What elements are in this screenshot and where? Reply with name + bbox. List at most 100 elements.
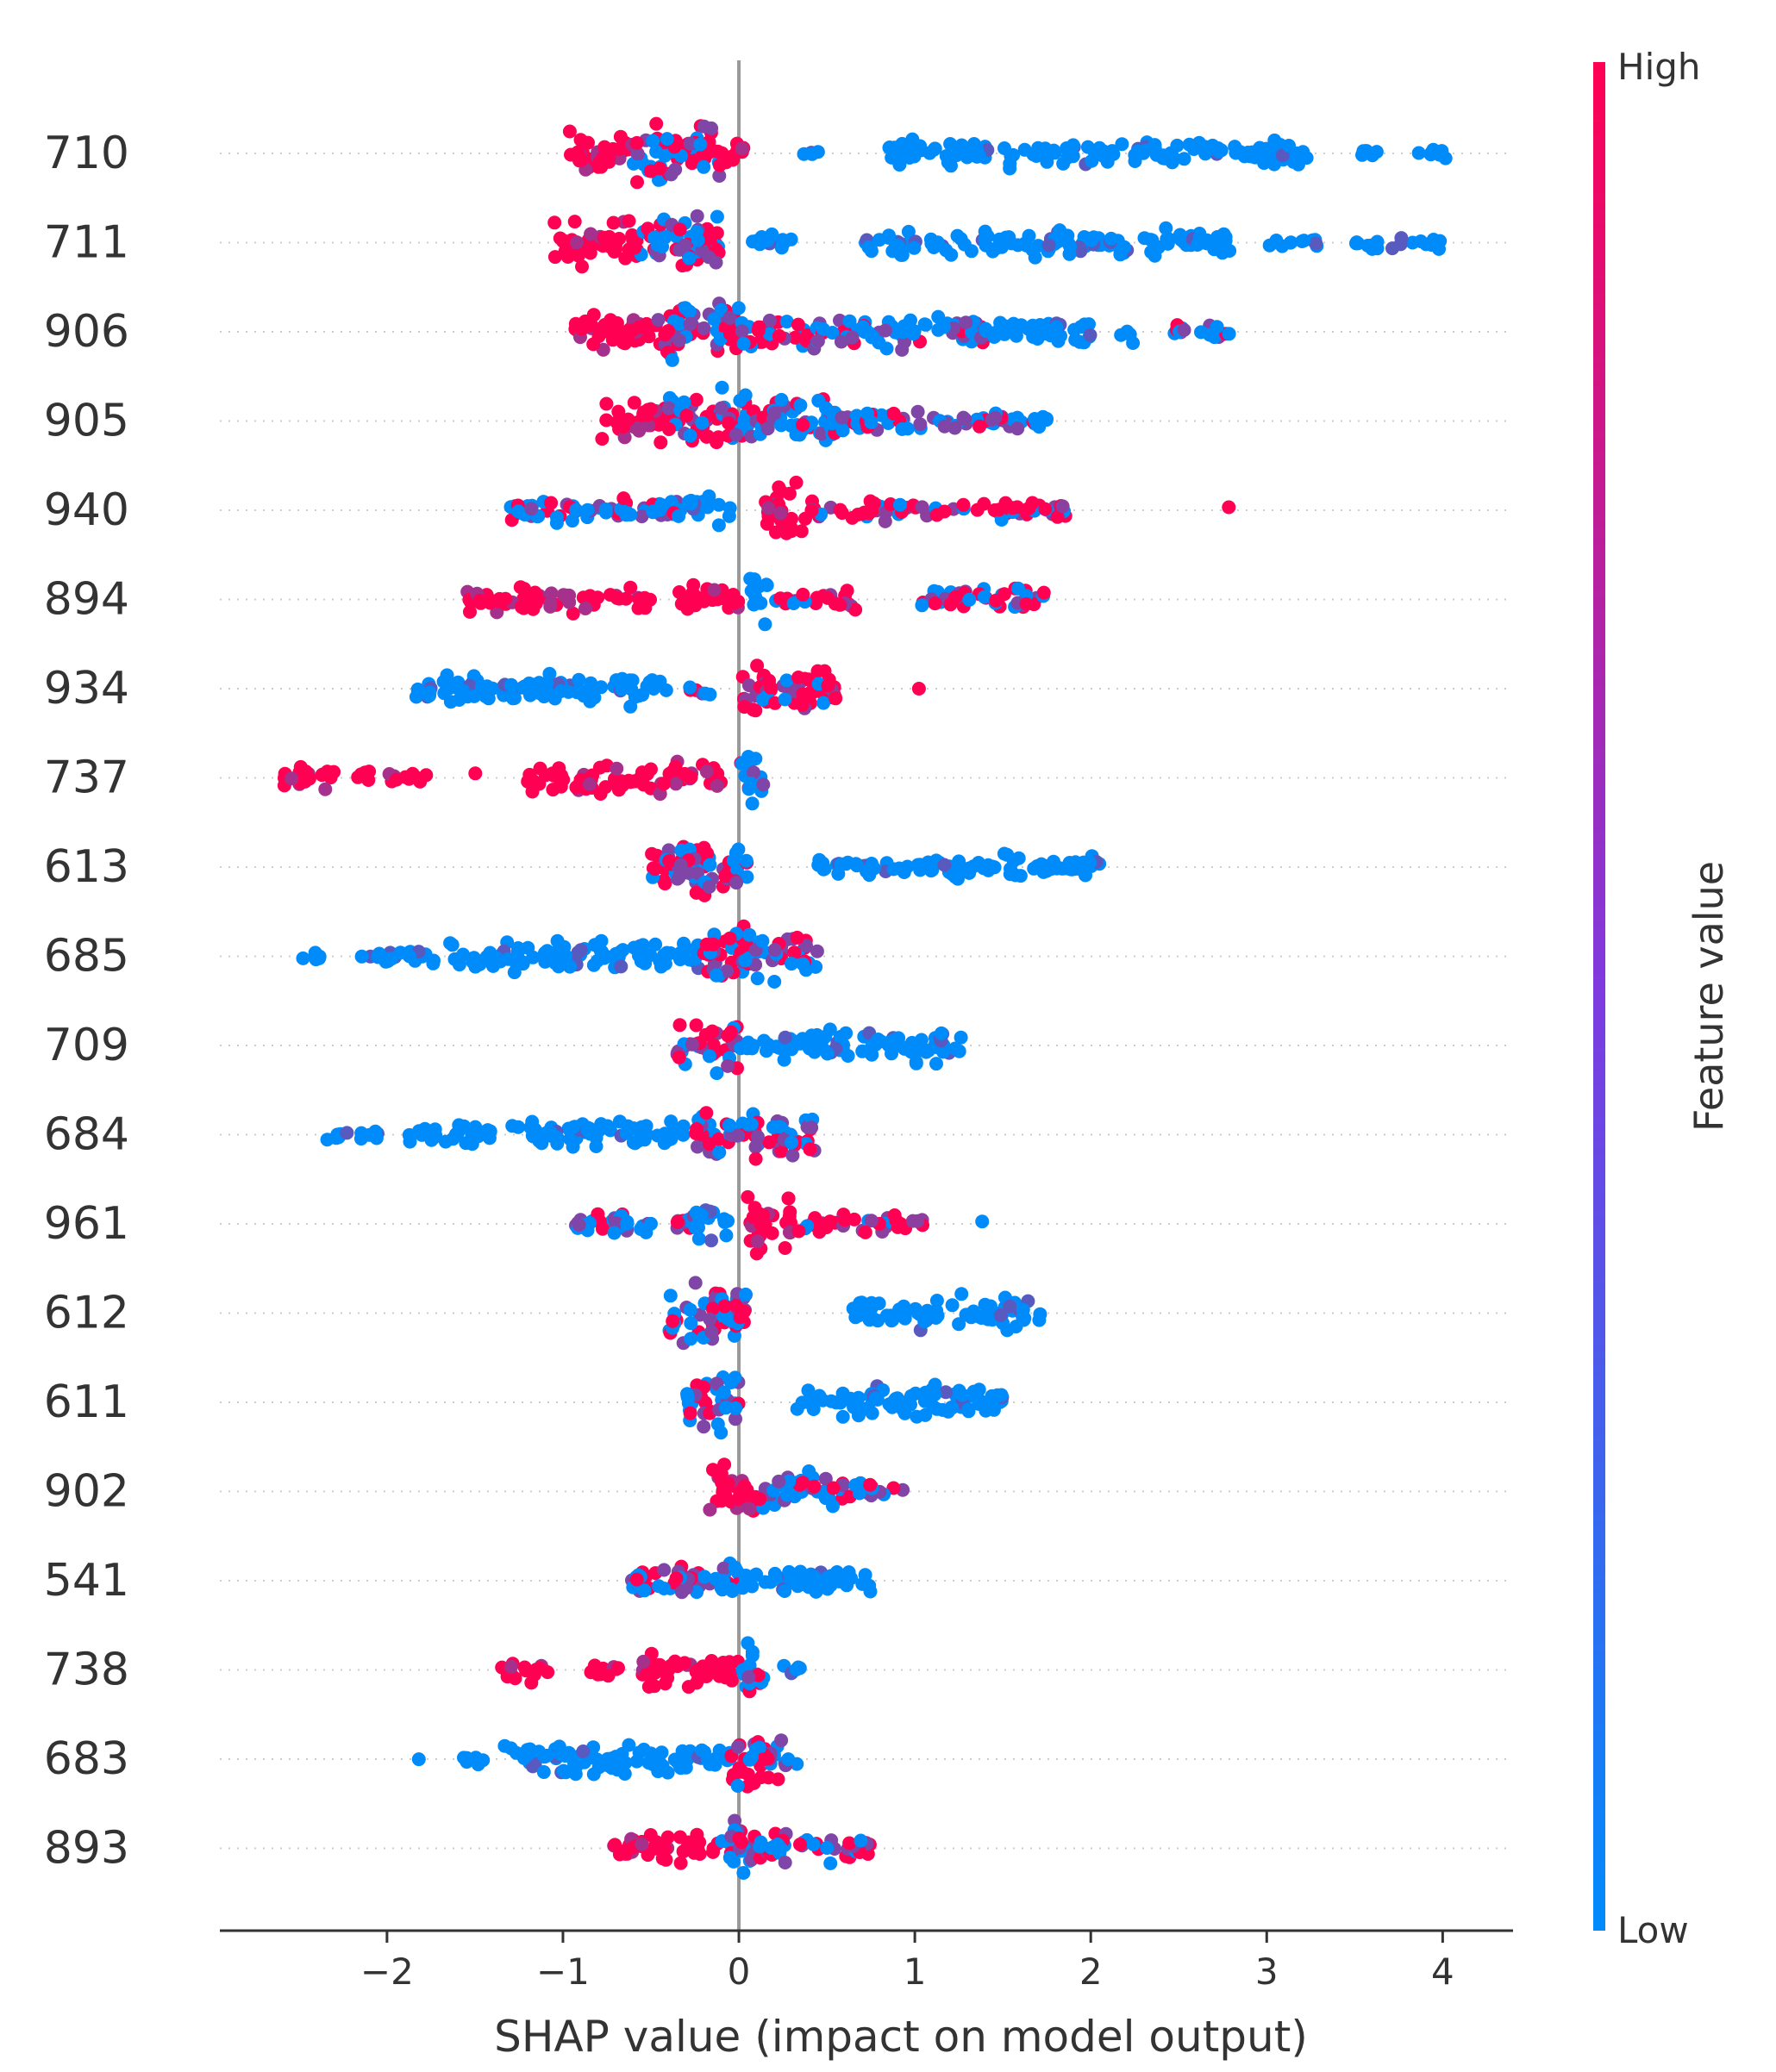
shap-point xyxy=(683,1406,697,1420)
shap-point xyxy=(978,224,992,239)
shap-point xyxy=(704,1233,718,1248)
shap-point xyxy=(952,854,966,869)
shap-point xyxy=(791,671,805,684)
shap-point xyxy=(562,124,577,139)
shap-point xyxy=(710,1066,724,1081)
shap-point xyxy=(785,957,798,971)
shap-point xyxy=(596,1221,610,1236)
shap-point xyxy=(834,857,848,871)
shap-point xyxy=(1411,146,1426,160)
shap-point xyxy=(721,1028,735,1043)
shap-point xyxy=(641,1756,656,1770)
shap-point xyxy=(950,228,965,243)
shap-point xyxy=(724,1376,738,1389)
shap-point xyxy=(868,1391,883,1406)
feature-label: 738 xyxy=(44,1644,129,1696)
shap-point xyxy=(738,1287,753,1301)
shap-point xyxy=(1170,138,1185,153)
shap-point xyxy=(661,1663,676,1677)
shap-point xyxy=(715,380,729,395)
shap-point xyxy=(659,1852,673,1867)
shap-point xyxy=(807,1394,822,1408)
shap-point xyxy=(657,777,672,791)
shap-point xyxy=(685,1037,699,1052)
shap-point xyxy=(804,503,819,518)
shap-point xyxy=(866,1312,881,1326)
shap-point xyxy=(689,1018,704,1033)
shap-point xyxy=(419,768,434,783)
shap-point xyxy=(308,946,322,960)
shap-point xyxy=(643,402,658,416)
shap-point xyxy=(550,1131,565,1145)
shap-point xyxy=(704,1325,719,1339)
shap-point xyxy=(952,1383,966,1398)
shap-point xyxy=(1438,151,1453,165)
shap-point xyxy=(697,119,711,134)
shap-point xyxy=(891,1033,905,1048)
shap-point xyxy=(758,1575,772,1589)
shap-point xyxy=(595,432,610,446)
shap-point xyxy=(1000,1323,1015,1338)
shap-point xyxy=(672,222,687,237)
shap-point xyxy=(297,774,312,789)
shap-point xyxy=(778,1030,792,1045)
shap-point xyxy=(603,588,617,602)
shap-point xyxy=(635,1837,649,1851)
shap-point xyxy=(637,956,652,970)
shap-point xyxy=(747,765,761,780)
shap-point xyxy=(1066,149,1080,164)
shap-point xyxy=(937,504,952,519)
shap-point xyxy=(1173,228,1187,242)
shap-point xyxy=(1360,239,1375,253)
shap-point xyxy=(934,1026,948,1040)
shap-point xyxy=(864,244,879,259)
shap-point xyxy=(939,1385,953,1400)
shap-point xyxy=(565,514,579,528)
shap-point xyxy=(909,1056,923,1070)
shap-point xyxy=(1160,232,1174,247)
shap-point xyxy=(1019,238,1034,253)
shap-point xyxy=(989,593,1004,608)
shap-point xyxy=(623,699,638,714)
shap-point xyxy=(285,771,299,786)
shap-point xyxy=(708,1660,722,1675)
shap-point xyxy=(547,215,562,230)
shap-point xyxy=(550,954,565,969)
shap-point xyxy=(543,599,558,614)
shap-point xyxy=(924,864,938,878)
shap-point xyxy=(1056,156,1071,171)
shap-point xyxy=(653,161,667,176)
shap-point xyxy=(1022,321,1035,336)
shap-point xyxy=(688,598,703,613)
shap-point xyxy=(736,1866,751,1880)
shap-point xyxy=(826,1481,841,1495)
shap-point xyxy=(731,301,746,315)
shap-point xyxy=(549,515,564,530)
shap-point xyxy=(622,1738,636,1752)
shap-point xyxy=(722,1118,736,1133)
shap-point xyxy=(618,251,633,265)
shap-point xyxy=(657,1563,672,1577)
shap-point xyxy=(523,680,538,695)
shap-point xyxy=(632,689,647,703)
feature-label: 711 xyxy=(44,217,129,269)
shap-point xyxy=(573,943,588,958)
shap-point xyxy=(741,1636,755,1651)
shap-point xyxy=(722,509,736,523)
shap-point xyxy=(690,1676,704,1690)
shap-point xyxy=(472,593,487,608)
shap-point xyxy=(1158,151,1172,165)
shap-point xyxy=(699,765,714,779)
shap-point xyxy=(657,873,672,888)
shap-point xyxy=(797,147,811,161)
shap-point xyxy=(767,943,782,958)
shap-point xyxy=(748,1139,763,1154)
shap-point xyxy=(723,1582,738,1596)
shap-point xyxy=(988,410,1003,425)
shap-point xyxy=(733,1310,747,1325)
shap-point xyxy=(651,1764,666,1779)
shap-point xyxy=(903,151,916,165)
shap-point xyxy=(527,777,541,792)
shap-point xyxy=(907,240,922,255)
shap-point xyxy=(507,691,522,705)
